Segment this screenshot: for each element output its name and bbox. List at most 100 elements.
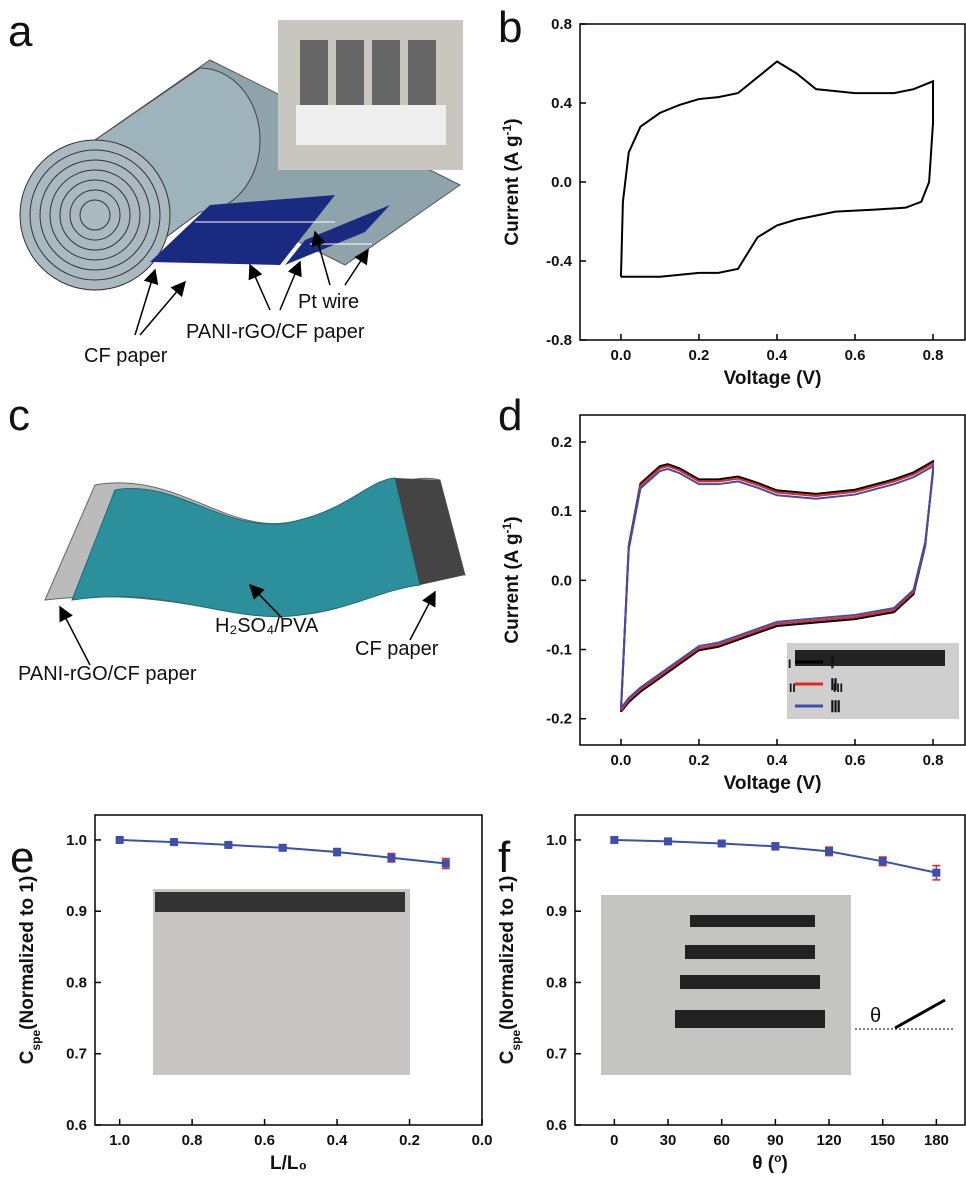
- y-tick-label: 0.7: [66, 1046, 87, 1063]
- diagram-c: c H₂SO₄/PVA PANI-rGO/CF paper CF paper: [8, 391, 466, 685]
- theta-arm: [894, 998, 946, 1030]
- photo: [336, 40, 364, 110]
- x-axis-label: L/L₀: [270, 1153, 307, 1174]
- y-tick-label: 0.9: [546, 903, 567, 920]
- annotation: θ: [870, 1005, 881, 1027]
- marker: [224, 840, 233, 849]
- y-axis-label-part: C: [497, 1050, 518, 1064]
- y-axis-label-part: ): [502, 516, 523, 522]
- diagram-label: CF paper: [355, 638, 439, 660]
- inset-photo: [153, 889, 410, 1075]
- x-axis-label-part: Voltage (V): [724, 773, 822, 794]
- diagram-label: PANI-rGO/CF paper: [18, 663, 197, 685]
- diagram-a: a Pt wire PANI-rGO/CF paper CF paper: [8, 7, 463, 367]
- x-axis-label: Voltage (V): [724, 368, 822, 389]
- y-axis-label-sup: -1: [500, 124, 514, 135]
- y-tick-label: 0.1: [551, 503, 572, 520]
- x-tick-label: 0.0: [611, 347, 632, 364]
- x-tick-label: 0.6: [845, 752, 866, 769]
- y-tick-label: -0.1: [546, 642, 572, 659]
- x-tick-label: 0.4: [327, 1132, 349, 1149]
- y-tick-label: 0.8: [551, 16, 572, 33]
- x-tick-label: 0.4: [767, 347, 789, 364]
- y-axis-label-part: ): [502, 118, 523, 124]
- x-tick-label: 0.6: [845, 347, 866, 364]
- x-tick-label: 60: [713, 1132, 730, 1149]
- x-axis-label: θ (o): [752, 1151, 788, 1174]
- marker: [387, 853, 396, 862]
- electrolyte: [71, 477, 421, 618]
- y-tick-label: 0.9: [66, 903, 87, 920]
- panel-label: e: [10, 833, 34, 882]
- series-line: [619, 459, 935, 713]
- y-tick-label: 0.7: [546, 1046, 567, 1063]
- y-tick-label: 1.0: [546, 832, 567, 849]
- x-axis-label-part: ): [781, 1153, 787, 1174]
- electrode: [285, 205, 390, 265]
- inset-label: III: [833, 681, 843, 695]
- y-tick-label: 0.6: [546, 1117, 567, 1134]
- series-line: [619, 464, 935, 709]
- y-tick-label: 0.4: [551, 95, 573, 112]
- arrows: [134, 230, 369, 336]
- x-axis-label: Voltage (V): [724, 773, 822, 794]
- inset-photo: [155, 892, 405, 912]
- plot-frame: [579, 23, 966, 341]
- x-axis-label-sup: o: [774, 1151, 781, 1165]
- y-tick-label: 1.0: [66, 832, 87, 849]
- y-axis-label-part: (Normalized to 1): [17, 876, 38, 1030]
- x-axis-label-part: L/L₀: [270, 1153, 307, 1174]
- y-tick-label: -0.2: [546, 711, 572, 728]
- y-axis-label-part: Current (A g: [502, 135, 523, 245]
- y-tick-label: 0.2: [551, 434, 572, 451]
- x-tick-label: 0.6: [254, 1132, 275, 1149]
- series-line: [619, 60, 935, 278]
- roll-end: [19, 139, 171, 291]
- marker: [441, 859, 450, 868]
- y-tick-label: 0.8: [66, 974, 87, 991]
- x-axis-label-part: θ (: [752, 1153, 775, 1174]
- legend-label: Ⅲ: [830, 699, 841, 716]
- x-tick-label: 0.2: [689, 347, 710, 364]
- y-axis-label-sup: -1: [500, 522, 514, 533]
- marker: [932, 868, 941, 877]
- marker: [664, 837, 673, 846]
- marker: [771, 842, 780, 851]
- marker: [610, 835, 619, 844]
- y-axis-label-part: Current (A g: [502, 533, 523, 643]
- x-tick-label: 0.0: [611, 752, 632, 769]
- x-tick-label: 90: [767, 1132, 784, 1149]
- y-tick-label: 0.0: [551, 572, 572, 589]
- electrode: [150, 195, 335, 265]
- arrows: [59, 583, 436, 666]
- y-axis-label-sub: spe: [509, 1030, 523, 1051]
- x-tick-label: 0.8: [923, 347, 944, 364]
- inset-photo: [795, 650, 945, 666]
- x-tick-label: 0.4: [767, 752, 789, 769]
- x-tick-label: 0.2: [689, 752, 710, 769]
- x-tick-label: 0: [610, 1132, 618, 1149]
- diagram-label: PANI-rGO/CF paper: [186, 321, 365, 343]
- inset-photo: [675, 915, 825, 1028]
- marker: [169, 838, 178, 847]
- plot-frame: [94, 814, 483, 1126]
- x-tick-label: 0.8: [923, 752, 944, 769]
- panel-label: f: [498, 833, 511, 882]
- x-tick-label: 0.8: [182, 1132, 203, 1149]
- y-axis-label-part: (Normalized to 1): [497, 876, 518, 1030]
- y-axis-label: Cspe(Normalized to 1): [497, 876, 523, 1065]
- y-tick-label: 0.8: [546, 974, 567, 991]
- series-line: [619, 461, 935, 712]
- inset-label: I: [788, 657, 791, 671]
- diagram-label: H₂SO₄/PVA: [215, 615, 319, 637]
- marker: [278, 843, 287, 852]
- photo: [372, 40, 400, 110]
- x-tick-label: 30: [660, 1132, 677, 1149]
- y-axis-label-sub: spe: [29, 1030, 43, 1051]
- diagram-label: Pt wire: [298, 291, 359, 313]
- panel-label: a: [8, 7, 33, 56]
- y-axis-label: Current (A g-1): [500, 516, 523, 643]
- y-axis-label-part: C: [17, 1050, 38, 1064]
- x-tick-label: 1.0: [109, 1132, 130, 1149]
